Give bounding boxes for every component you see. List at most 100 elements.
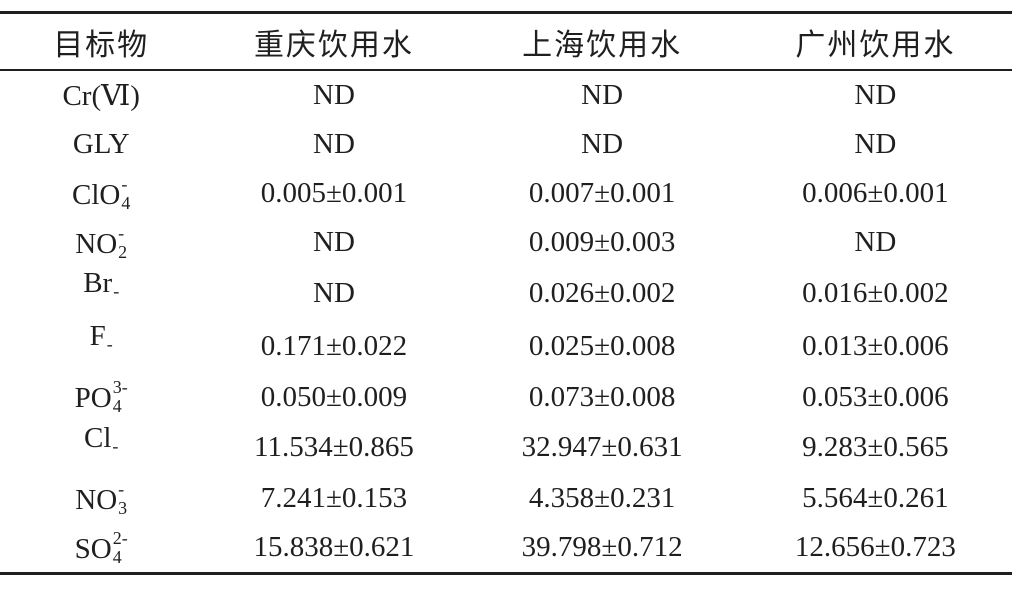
analyte-formula-count <box>107 354 113 373</box>
table-row: Br - ND 0.026±0.002 0.016±0.002 <box>0 267 1012 320</box>
analyte-cell: NO -3 <box>0 474 202 523</box>
analyte-formula-count: 3 <box>118 497 128 518</box>
analyte-formula: Cr(Ⅵ) <box>62 78 139 113</box>
column-header-shanghai: 上海饮用水 <box>465 12 739 71</box>
concentration-value-cell: 0.025±0.008 <box>528 329 676 362</box>
concentration-value-cell: 0.073±0.008 <box>528 380 676 413</box>
concentration-value-cell: 0.053±0.006 <box>802 380 949 413</box>
concentration-value-cell: 11.534±0.865 <box>254 431 414 464</box>
concentration-value-cell: ND <box>854 128 897 160</box>
table-row: NO -3 7.241±0.153 4.358±0.231 5.564±0.261 <box>0 474 1012 523</box>
concentration-value-cell: ND <box>313 276 355 309</box>
concentration-value-cell: ND <box>581 79 624 111</box>
analyte-formula: NO -3 <box>75 480 127 518</box>
analyte-formula-stack: -4 <box>121 173 131 213</box>
analyte-formula-count <box>112 455 118 474</box>
analyte-formula-base: F <box>89 319 106 352</box>
analyte-formula-charge: - <box>118 478 125 499</box>
table-row: NO -2 ND 0.009±0.003 ND <box>0 218 1012 267</box>
analyte-formula-charge: - <box>121 173 128 194</box>
table-row: Cl - 11.534±0.865 32.947±0.631 9.283±0.565 <box>0 422 1012 475</box>
analyte-formula-base: NO <box>75 483 118 516</box>
analyte-formula-base: Cr(Ⅵ) <box>62 80 140 112</box>
analyte-cell: GLY <box>0 120 202 169</box>
analyte-formula-stack: 2- 4 <box>113 529 128 567</box>
analyte-concentration-table: 目标物 重庆饮用水 上海饮用水 广州饮用水 Cr(Ⅵ) ND ND ND GLY ND ND… <box>0 11 1012 576</box>
analyte-cell: Br - <box>0 267 202 320</box>
table-header-row: 目标物 重庆饮用水 上海饮用水 广州饮用水 <box>0 12 1012 71</box>
analyte-formula-base: SO <box>74 532 112 565</box>
analyte-formula-stack: - <box>113 282 119 320</box>
concentration-value-cell: 0.007±0.001 <box>528 177 676 209</box>
analyte-formula-base: PO <box>74 382 112 415</box>
concentration-value-cell: 5.564±0.261 <box>802 482 949 515</box>
analyte-formula-charge: 3- <box>112 377 128 398</box>
concentration-value-cell: 4.358±0.231 <box>528 482 676 515</box>
analyte-formula-stack: -3 <box>118 480 127 518</box>
analyte-formula-base: Br <box>83 267 113 299</box>
analyte-formula-stack: -2 <box>118 222 128 262</box>
analyte-cell: SO 2- 4 <box>0 523 202 574</box>
concentration-value-cell: ND <box>854 226 897 258</box>
analyte-formula: Br - <box>83 267 119 320</box>
column-header-analyte: 目标物 <box>0 12 203 71</box>
concentration-value-cell: 0.013±0.006 <box>802 329 949 362</box>
analyte-formula-stack: - <box>112 435 119 475</box>
analyte-cell: NO -2 <box>0 218 202 267</box>
table-header: 目标物 重庆饮用水 上海饮用水 广州饮用水 <box>0 12 1012 71</box>
concentration-value-cell: 0.026±0.002 <box>528 276 676 309</box>
table-row: SO 2- 4 15.838±0.621 39.798±0.712 12.656±0.72… <box>0 523 1012 574</box>
analyte-formula-base: GLY <box>72 128 130 160</box>
concentration-value-cell: 15.838±0.621 <box>253 531 415 564</box>
concentration-value-cell: 7.241±0.153 <box>260 482 408 515</box>
analyte-formula-count: 2 <box>118 241 128 262</box>
concentration-value-cell: 32.947±0.631 <box>521 431 683 464</box>
concentration-value-cell: ND <box>313 226 355 258</box>
analyte-formula-count: 4 <box>121 192 131 213</box>
concentration-value-cell: 0.005±0.001 <box>260 177 408 209</box>
table-row: Cr(Ⅵ) ND ND ND <box>0 70 1012 120</box>
concentration-value-cell: 0.009±0.003 <box>528 226 676 258</box>
analyte-formula-charge: - <box>112 435 119 456</box>
analyte-cell: Cl - <box>0 422 202 475</box>
analyte-formula-charge: - <box>106 333 113 354</box>
analyte-formula-charge: 2- <box>112 527 128 548</box>
analyte-formula-charge: - <box>113 281 120 302</box>
analyte-cell: PO 3- 4 <box>0 373 202 422</box>
analyte-formula: NO -2 <box>75 222 128 262</box>
concentration-value-cell: ND <box>313 128 355 160</box>
concentration-value-cell: 0.171±0.022 <box>260 329 408 362</box>
concentration-value-cell: 39.798±0.712 <box>521 531 683 564</box>
analyte-formula-stack: - <box>106 333 113 373</box>
concentration-value-cell: 12.656±0.723 <box>794 531 956 564</box>
table-row: GLY ND ND ND <box>0 120 1012 169</box>
table-row: PO 3- 4 0.050±0.009 0.073±0.008 0.053±0.006 <box>0 373 1012 422</box>
analyte-formula-count <box>113 301 119 320</box>
analyte-formula-count: 4 <box>112 546 122 567</box>
column-header-guangzhou: 广州饮用水 <box>738 12 1012 71</box>
analyte-formula-base: NO <box>75 227 118 260</box>
concentration-value-cell: ND <box>581 128 624 160</box>
concentration-value-cell: 0.006±0.001 <box>802 177 949 209</box>
analyte-formula: PO 3- 4 <box>75 378 128 416</box>
analyte-formula: SO 2- 4 <box>75 529 128 567</box>
concentration-value-cell: 0.016±0.002 <box>802 276 949 309</box>
concentration-value-cell: 0.050±0.009 <box>260 380 408 413</box>
analyte-formula-count: 4 <box>112 396 122 417</box>
analyte-formula: Cl - <box>84 422 118 475</box>
analyte-formula: ClO -4 <box>72 173 131 213</box>
table-row: F - 0.171±0.022 0.025±0.008 0.013±0.006 <box>0 320 1012 373</box>
analyte-formula: F- <box>90 320 113 373</box>
analyte-formula-base: ClO <box>72 178 121 211</box>
analyte-cell: ClO -4 <box>0 169 202 218</box>
concentration-value-cell: ND <box>313 79 355 111</box>
analyte-formula-charge: - <box>118 222 125 243</box>
analyte-cell: F- <box>0 320 202 373</box>
table-row: ClO -4 0.005±0.001 0.007±0.001 0.006±0.001 <box>0 169 1012 218</box>
table-body: Cr(Ⅵ) ND ND ND GLY ND ND ND ClO -4 0.005±0.001 0.00… <box>0 70 1012 574</box>
concentration-value-cell: 9.283±0.565 <box>802 431 949 464</box>
analyte-formula-base: Cl <box>84 421 112 454</box>
analyte-formula-stack: 3- 4 <box>113 378 128 416</box>
analyte-formula: GLY <box>73 128 130 161</box>
